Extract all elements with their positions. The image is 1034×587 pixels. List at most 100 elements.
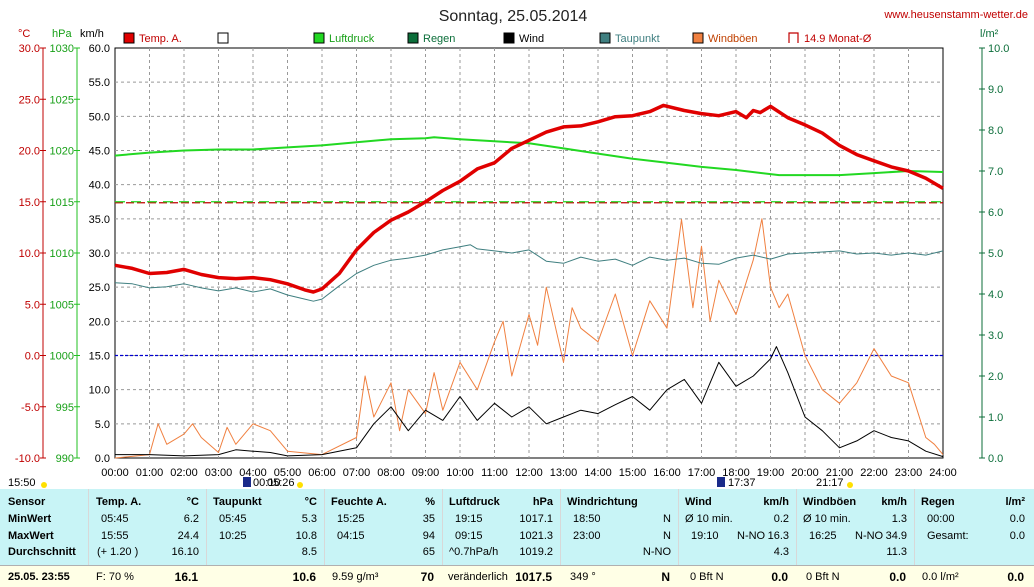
pressure-tick-label: 1015 (50, 197, 74, 209)
temp-avg-note: (+ 1.20 ) (97, 546, 139, 558)
time-tick-label: 19:00 (757, 467, 785, 477)
legend-label: Windböen (708, 33, 758, 45)
time-tick-label: 18:00 (722, 467, 750, 477)
legend-swatch (692, 32, 704, 44)
humidity-current-note: 9.59 g/m³ (332, 571, 379, 583)
pressure-tick-label: 1025 (50, 94, 74, 106)
humidity-max-time: 04:15 (337, 530, 365, 542)
sun-icon (41, 482, 47, 488)
wind-current: 0.0 (771, 570, 788, 584)
dew-avg: 8.5 (301, 546, 317, 558)
rain-current: 0.0 (1007, 570, 1024, 584)
dew-max-time: 10:25 (219, 530, 247, 542)
winddir-avg: N-NO (642, 546, 671, 558)
time-tick-label: 17:00 (688, 467, 716, 477)
legend-label: Taupunkt (615, 33, 660, 45)
sunset-time-b: 21:17 (816, 477, 844, 489)
moon-rise-time: 00:10 (253, 477, 281, 489)
rain-total: 0.0 (1009, 530, 1025, 542)
wind-tick-label: 40.0 (89, 180, 110, 192)
time-tick-label: 24:00 (929, 467, 957, 477)
pressure-tick-label: 1000 (50, 351, 74, 363)
pressure-trend: ^0.7hPa/h (449, 546, 499, 558)
temp-unit-label: °C (18, 28, 30, 40)
stats-durchschnitt-label: Durchschnitt (8, 546, 76, 558)
legend-swatch (407, 32, 419, 44)
temp-tick-label: -5.0 (21, 402, 40, 414)
humidity-current: 70 (420, 570, 434, 584)
series-line-taupunkt (114, 244, 944, 302)
chart-title: Sonntag, 25.05.2014 (439, 8, 588, 25)
rain-tick-label: 2.0 (988, 371, 1003, 383)
time-tick-label: 10:00 (446, 467, 474, 477)
stats-sensor-header: Sensor (8, 496, 46, 508)
temp-tick-label: 25.0 (19, 94, 40, 106)
gust-header: Windböen (803, 496, 857, 508)
stats-current-row: 25.05. 23:55 F: 70 % 16.1 10.6 9.59 g/m³… (0, 565, 1034, 587)
rain-unit: l/m² (1005, 496, 1025, 508)
gust-max: 34.9 (885, 530, 907, 542)
sun-icon-3 (847, 482, 853, 488)
rain-total-label: Gesamt: (927, 530, 969, 542)
gust-unit: km/h (881, 496, 907, 508)
pressure-max: 1021.3 (519, 530, 553, 542)
rain-tick-label: 6.0 (988, 207, 1003, 219)
legend-swatch (217, 32, 229, 44)
gust-current: 0.0 (889, 570, 906, 584)
sunset-time-a: 17:37 (728, 477, 756, 489)
humidity-min-time: 15:25 (337, 513, 365, 525)
temp-max: 24.4 (177, 530, 199, 542)
current-datetime: 25.05. 23:55 (8, 571, 70, 583)
legend-label: Regen (423, 33, 455, 45)
temp-header: Temp. A. (96, 496, 142, 508)
series-line-windb-en (114, 218, 944, 459)
pressure-header: Luftdruck (449, 496, 500, 508)
pressure-tick-label: 1005 (50, 299, 74, 311)
legend-label: Temp. A. (139, 33, 182, 45)
wind-current-note: 0 Bft N (690, 571, 724, 583)
site-url: www.heusenstamm-wetter.de (883, 9, 1028, 21)
temp-tick-label: 20.0 (19, 146, 40, 158)
legend-label: 14.9 Monat-Ø (804, 33, 872, 45)
gust-max-time: 16:25 (809, 530, 837, 542)
rain-tick-label: 7.0 (988, 166, 1003, 178)
wind-header: Wind (685, 496, 712, 508)
wind-tick-label: 5.0 (95, 419, 110, 431)
temp-min-time: 05:45 (101, 513, 129, 525)
pressure-current-note: veränderlich (448, 571, 508, 583)
humidity-unit: % (425, 496, 435, 508)
wind-tick-label: 60.0 (89, 43, 110, 55)
wind-tick-label: 0.0 (95, 453, 110, 465)
temp-avg: 16.10 (171, 546, 199, 558)
wind-min-note: Ø 10 min. (685, 513, 733, 525)
wind-avg: 4.3 (773, 546, 789, 558)
temp-tick-label: 30.0 (19, 43, 40, 55)
rain-tick-label: 3.0 (988, 330, 1003, 342)
wind-max-time: 19:10 (691, 530, 719, 542)
time-tick-label: 20:00 (791, 467, 819, 477)
temp-max-time: 15:55 (101, 530, 129, 542)
dew-min: 5.3 (301, 513, 317, 525)
moon-rise-icon (243, 477, 251, 487)
time-tick-label: 22:00 (860, 467, 888, 477)
legend-swatch (313, 32, 325, 44)
gust-min: 1.3 (891, 513, 907, 525)
moon-set-time: 05:26 (267, 477, 295, 489)
time-tick-label: 05:00 (274, 467, 302, 477)
stats-minwert-label: MinWert (8, 513, 52, 525)
wind-max: 16.3 (767, 530, 789, 542)
series-line-wind (115, 346, 944, 458)
legend-label: Wind (519, 33, 544, 45)
pressure-avg: 1019.2 (519, 546, 553, 558)
wind-tick-label: 10.0 (89, 385, 110, 397)
pressure-min: 1017.1 (519, 513, 553, 525)
time-tick-label: 01:00 (136, 467, 164, 477)
gust-current-note: 0 Bft N (806, 571, 840, 583)
legend-swatch (788, 32, 799, 43)
wind-tick-label: 35.0 (89, 214, 110, 226)
time-tick-label: 15:00 (619, 467, 647, 477)
pressure-current: 1017.5 (515, 570, 552, 584)
time-tick-label: 02:00 (170, 467, 198, 477)
rain-tick-label: 5.0 (988, 248, 1003, 260)
